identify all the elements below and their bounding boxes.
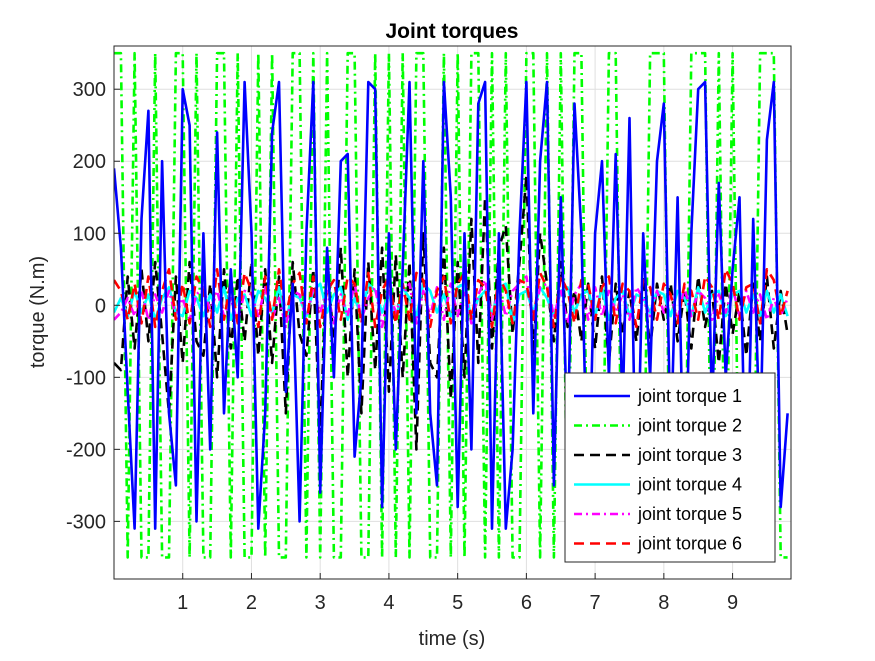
series-line-joint-torque-2 <box>114 51 788 559</box>
y-tick-label: 100 <box>73 223 106 245</box>
legend-label: joint torque 6 <box>637 534 742 554</box>
ticks: 1 2 3 4 5 6 7 8 9 -300 -200 -100 0 100 200 300 <box>66 79 738 614</box>
x-axis-title: time (s) <box>419 628 486 650</box>
chart-title: Joint torques <box>385 20 518 43</box>
axes-box <box>113 45 792 580</box>
series-layer <box>114 51 789 559</box>
x-tick-label: 6 <box>521 592 532 614</box>
x-tick-label: 2 <box>246 592 257 614</box>
series-line-joint-torque-1 <box>114 80 789 530</box>
y-tick-label: 200 <box>73 151 106 173</box>
x-tick-label: 5 <box>452 592 463 614</box>
y-tick-label: 300 <box>73 79 106 101</box>
x-tick-label: 7 <box>590 592 601 614</box>
x-tick-label: 8 <box>658 592 669 614</box>
y-tick-label: -100 <box>66 367 106 389</box>
x-tick-label: 3 <box>315 592 326 614</box>
y-axis-title: torque (N.m) <box>27 256 49 368</box>
legend-label: joint torque 5 <box>637 504 742 524</box>
x-tick-label: 9 <box>727 592 738 614</box>
y-tick-label: -200 <box>66 439 106 461</box>
y-tick-label: -300 <box>66 511 106 533</box>
legend-label: joint torque 1 <box>637 386 742 406</box>
legend: joint torque 1 joint torque 2 joint torque… <box>564 372 776 563</box>
y-tick-label: 0 <box>95 295 106 317</box>
legend-label: joint torque 3 <box>637 445 742 465</box>
legend-label: joint torque 2 <box>637 416 742 436</box>
x-tick-label: 4 <box>383 592 394 614</box>
x-tick-label: 1 <box>177 592 188 614</box>
legend-box <box>564 372 776 563</box>
legend-label: joint torque 4 <box>637 475 742 495</box>
